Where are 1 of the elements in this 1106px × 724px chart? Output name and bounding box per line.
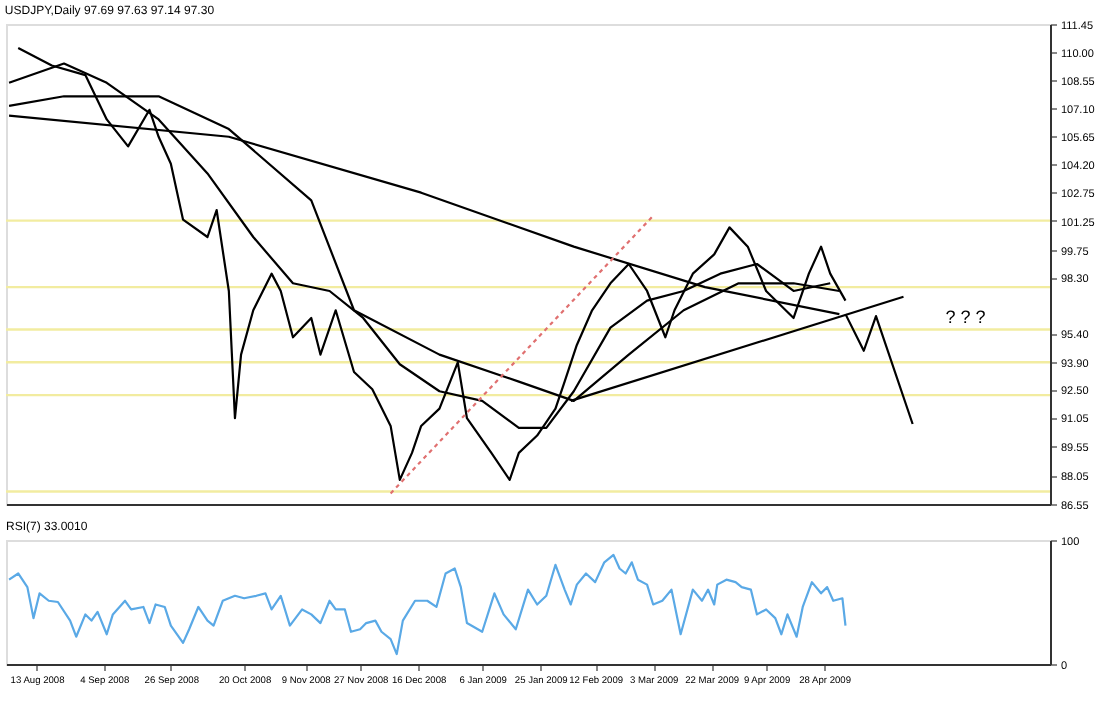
annotation: ? ? ? (945, 306, 986, 327)
